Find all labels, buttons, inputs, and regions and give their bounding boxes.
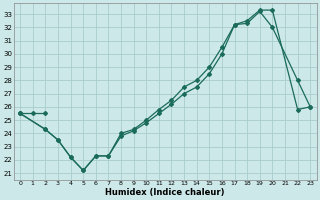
X-axis label: Humidex (Indice chaleur): Humidex (Indice chaleur) (106, 188, 225, 197)
